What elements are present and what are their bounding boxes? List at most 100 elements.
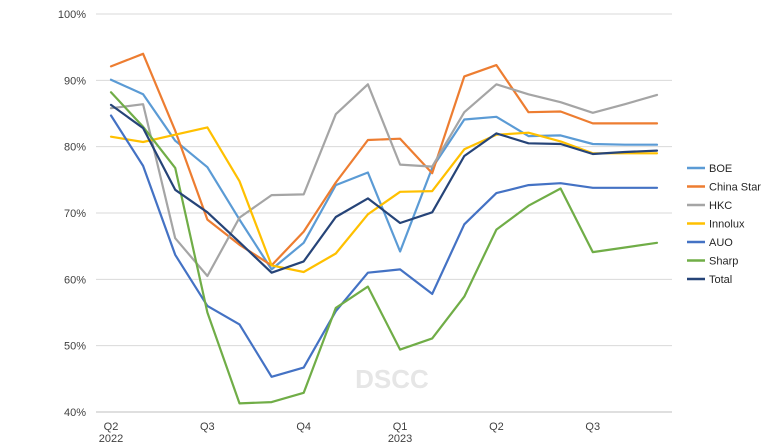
watermark: DSCC bbox=[355, 364, 429, 394]
data-point bbox=[399, 222, 401, 224]
data-point bbox=[656, 242, 658, 244]
data-point bbox=[527, 142, 529, 144]
data-point bbox=[559, 187, 561, 189]
x-tick-label: Q2 bbox=[104, 421, 119, 433]
data-point bbox=[463, 223, 465, 225]
data-point bbox=[624, 246, 626, 248]
data-point bbox=[270, 194, 272, 196]
legend-label: BOE bbox=[709, 163, 732, 175]
data-point bbox=[559, 101, 561, 103]
data-point bbox=[110, 104, 112, 106]
data-point bbox=[527, 132, 529, 134]
data-point bbox=[142, 165, 144, 167]
series-line-auo bbox=[109, 114, 659, 378]
data-point bbox=[431, 211, 433, 213]
data-point bbox=[303, 271, 305, 273]
data-point bbox=[463, 111, 465, 113]
series-line-total bbox=[109, 103, 659, 274]
data-point bbox=[142, 141, 144, 143]
data-point bbox=[142, 127, 144, 129]
data-point bbox=[431, 165, 433, 167]
data-point bbox=[367, 139, 369, 141]
legend-label: AUO bbox=[709, 237, 733, 249]
data-point bbox=[303, 242, 305, 244]
data-point bbox=[463, 155, 465, 157]
data-point bbox=[110, 114, 112, 116]
data-point bbox=[463, 75, 465, 77]
data-point bbox=[399, 163, 401, 165]
y-tick-label: 70% bbox=[64, 208, 86, 220]
data-point bbox=[495, 116, 497, 118]
data-point bbox=[367, 272, 369, 274]
data-point bbox=[656, 152, 658, 154]
data-point bbox=[431, 172, 433, 174]
y-axis-tick-labels: 40% 50% 60% 70% 80% 90% 100% bbox=[58, 9, 86, 419]
y-tick-label: 50% bbox=[64, 341, 86, 353]
legend-label: Innolux bbox=[709, 219, 745, 231]
data-point bbox=[110, 107, 112, 109]
series-lines bbox=[109, 52, 659, 405]
data-point bbox=[142, 103, 144, 105]
data-point bbox=[624, 103, 626, 105]
data-point bbox=[399, 348, 401, 350]
data-point bbox=[206, 218, 208, 220]
data-point bbox=[367, 171, 369, 173]
data-point bbox=[367, 83, 369, 85]
data-point bbox=[303, 193, 305, 195]
data-point bbox=[206, 275, 208, 277]
data-point bbox=[495, 132, 497, 134]
data-point bbox=[463, 148, 465, 150]
data-point bbox=[238, 180, 240, 182]
data-point bbox=[238, 323, 240, 325]
data-point bbox=[367, 213, 369, 215]
data-point bbox=[592, 153, 594, 155]
data-point bbox=[367, 285, 369, 287]
data-point bbox=[110, 91, 112, 93]
data-point bbox=[110, 136, 112, 138]
legend-label: Total bbox=[709, 274, 732, 286]
series-line-china-star bbox=[109, 52, 659, 267]
data-point bbox=[238, 241, 240, 243]
data-point bbox=[592, 143, 594, 145]
gridlines bbox=[96, 13, 672, 413]
data-point bbox=[559, 140, 561, 142]
x-tick-label: Q1 bbox=[393, 421, 408, 433]
data-point bbox=[270, 268, 272, 270]
data-point bbox=[206, 166, 208, 168]
data-point bbox=[206, 311, 208, 313]
y-tick-label: 40% bbox=[64, 407, 86, 419]
data-point bbox=[624, 143, 626, 145]
data-point bbox=[335, 307, 337, 309]
data-point bbox=[303, 230, 305, 232]
data-point bbox=[656, 122, 658, 124]
legend-label: China Star bbox=[709, 182, 761, 194]
x-tick-label: Q4 bbox=[296, 421, 311, 433]
data-point bbox=[270, 272, 272, 274]
data-point bbox=[431, 190, 433, 192]
data-point bbox=[463, 295, 465, 297]
data-point bbox=[399, 138, 401, 140]
legend-label: Sharp bbox=[709, 256, 738, 268]
data-point bbox=[335, 252, 337, 254]
legend: BOE China Star HKC Innolux AUO Sharp Total bbox=[687, 163, 761, 286]
data-point bbox=[399, 268, 401, 270]
data-point bbox=[335, 113, 337, 115]
data-point bbox=[527, 93, 529, 95]
data-point bbox=[303, 392, 305, 394]
data-point bbox=[463, 118, 465, 120]
data-point bbox=[495, 83, 497, 85]
data-point bbox=[367, 197, 369, 199]
data-point bbox=[431, 293, 433, 295]
data-point bbox=[559, 182, 561, 184]
data-point bbox=[592, 122, 594, 124]
data-point bbox=[592, 112, 594, 114]
data-point bbox=[335, 216, 337, 218]
series-line-hkc bbox=[109, 83, 659, 278]
data-point bbox=[559, 134, 561, 136]
data-point bbox=[624, 187, 626, 189]
data-point bbox=[270, 401, 272, 403]
data-point bbox=[559, 143, 561, 145]
data-point bbox=[495, 228, 497, 230]
data-point bbox=[206, 211, 208, 213]
